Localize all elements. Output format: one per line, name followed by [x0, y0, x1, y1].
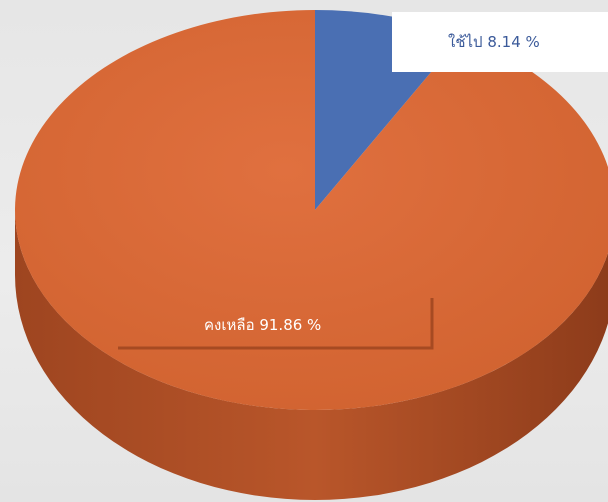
used-callout-box — [392, 12, 608, 72]
used-callout: ใช้ไป 8.14 % — [392, 12, 608, 72]
pie-slice-remaining — [15, 10, 608, 410]
used-slice-label: ใช้ไป 8.14 % — [448, 33, 540, 51]
remaining-callout: คงเหลือ 91.86 % — [118, 298, 434, 350]
remaining-callout-line — [118, 298, 434, 350]
remaining-slice-label: คงเหลือ 91.86 % — [204, 316, 321, 334]
pie-side-wall — [15, 210, 608, 500]
